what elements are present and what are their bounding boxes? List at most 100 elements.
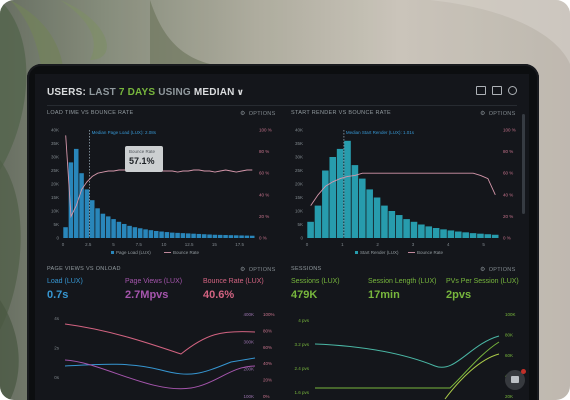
y-tick-right-pv: 200K (243, 367, 254, 372)
bar (207, 234, 212, 238)
bar (217, 234, 223, 238)
scrollbar[interactable] (522, 114, 525, 214)
y-tick-right: 60 % (503, 171, 513, 176)
bar (395, 215, 403, 238)
kpi-value-pvs-per-session: 2pvs (446, 289, 472, 301)
bar (180, 233, 186, 238)
bar (63, 227, 68, 238)
bar (201, 234, 207, 238)
x-tick: 5 (482, 242, 485, 247)
y-tick-left: 35K (295, 141, 303, 146)
bar (191, 233, 196, 238)
bar (477, 233, 484, 238)
kpi-value-load: 0.7s (47, 289, 69, 301)
bar (344, 140, 351, 238)
session-length-line (315, 341, 500, 389)
y-tick-left: 25K (51, 168, 59, 173)
page-views-line (64, 359, 256, 390)
legend-swatch-bars (355, 251, 358, 254)
x-tick: 2 (376, 242, 379, 247)
y-tick-left: 20K (51, 182, 59, 187)
y-tick-left: 0 (56, 236, 59, 241)
panel-title-start-render: START RENDER VS BOUNCE RATE (291, 110, 391, 116)
x-tick: 0 (62, 242, 65, 247)
panel-title-page-views: PAGE VIEWS VS ONLOAD (47, 266, 121, 272)
bar (132, 227, 138, 238)
y-tick-left: 10K (295, 209, 303, 214)
tooltip-label: Bounce Rate (129, 149, 156, 154)
bar (244, 235, 250, 238)
bar (153, 230, 159, 238)
bar (358, 178, 366, 238)
y-tick-right-pv: 100K (243, 394, 254, 399)
bar (440, 229, 447, 238)
chat-button[interactable] (505, 369, 526, 390)
chart-page-views: 4s 2s 0s 100% 80% 60% 40% 20% 0% 400K 300K 200K 100K (54, 312, 274, 399)
y-tick-right: 80 % (503, 149, 513, 154)
bar (351, 165, 359, 238)
kpi-label-session-length: Session Length (LUX) (368, 278, 437, 285)
x-tick: 10 (161, 242, 167, 247)
bar (127, 225, 132, 238)
x-tick: 15 (212, 242, 218, 247)
y-tick-right: 0 % (259, 236, 267, 241)
legend-label-bars: Start Render (LUX) (360, 250, 399, 255)
bar (196, 233, 202, 238)
panel-title-load-time: LOAD TIME VS BOUNCE RATE (47, 110, 134, 116)
pvs-per-session-line (444, 353, 500, 400)
title-stat: MEDIAN (193, 87, 235, 98)
chevron-down-icon[interactable]: ∨ (236, 87, 245, 97)
bar (111, 219, 116, 238)
bar (469, 233, 477, 238)
y-tick-left: 30K (51, 155, 59, 160)
bar (322, 170, 329, 238)
options-button-start-render[interactable]: OPTIONS (480, 110, 516, 117)
bar (100, 213, 106, 238)
bar (425, 226, 433, 238)
image-icon[interactable] (492, 86, 502, 95)
bar (233, 235, 239, 238)
bar (223, 235, 228, 238)
y-tick-left: 2s (54, 346, 60, 351)
bounce-rate-line (310, 172, 496, 206)
y-tick-right: 20 % (503, 214, 513, 219)
y-tick-right: 0 % (503, 236, 511, 241)
y-tick-left: 4 pvs (298, 318, 310, 323)
y-tick-left: 25K (295, 168, 303, 173)
bar (329, 157, 337, 238)
y-tick-right-pct: 0% (263, 394, 270, 399)
bounce-rate-tooltip: Bounce Rate 57.1% (125, 146, 163, 172)
bar (336, 148, 344, 238)
y-tick-right: 100 % (259, 128, 272, 133)
dashboard-title[interactable]: USERS: LAST 7 DAYS USING MEDIAN ∨ (47, 87, 244, 98)
options-button-load-time[interactable]: OPTIONS (240, 110, 276, 117)
options-button-page-views[interactable]: OPTIONS (240, 266, 276, 273)
y-tick-left: 5K (53, 222, 59, 227)
legend-label-line: Bounce Rate (173, 250, 200, 255)
bar (307, 221, 314, 238)
bar (116, 221, 122, 238)
y-tick-left: 30K (295, 155, 303, 160)
x-tick: 4 (447, 242, 450, 247)
median-label: Median Page Load (LUX): 2.08s (92, 130, 157, 135)
bar (105, 216, 111, 238)
options-button-sessions[interactable]: OPTIONS (480, 266, 516, 273)
tooltip-value: 57.1% (129, 156, 155, 166)
bar (484, 234, 492, 238)
bar (314, 205, 322, 238)
monitor-icon[interactable] (476, 86, 486, 95)
kpi-label-page-views: Page Views (LUX) (125, 278, 183, 285)
bounce-rate-line (64, 323, 256, 355)
y-tick-right: 60K (505, 353, 513, 358)
title-mid: USING (155, 87, 194, 98)
laptop-body: USERS: LAST 7 DAYS USING MEDIAN ∨ LOAD TI… (27, 64, 539, 400)
y-tick-left: 0s (54, 375, 60, 380)
y-tick-left: 4s (54, 316, 60, 321)
help-icon[interactable] (508, 86, 517, 95)
sessions-line (314, 335, 500, 368)
bar (137, 228, 143, 238)
y-tick-left: 35K (51, 141, 59, 146)
y-tick-left: 15K (51, 195, 59, 200)
